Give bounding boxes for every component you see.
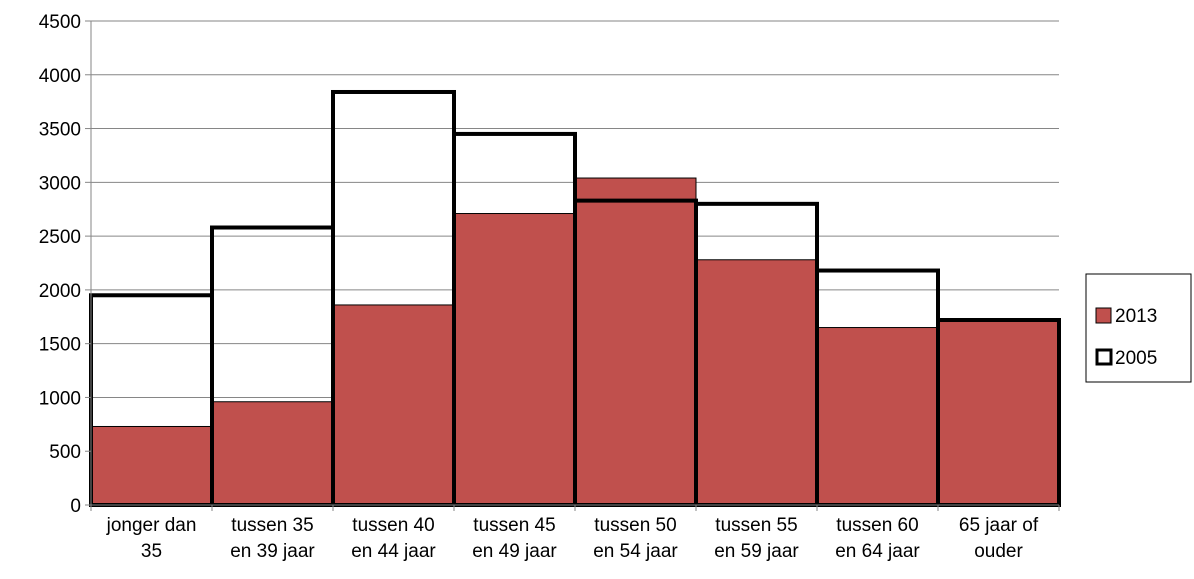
- x-tick-label-2-line-0: tussen 40: [352, 515, 434, 536]
- bar-2013-0: [90, 425, 213, 506]
- legend-label-2005: 2005: [1115, 348, 1157, 369]
- legend: 2013 2005: [1085, 273, 1192, 383]
- axes: [85, 20, 1060, 511]
- legend-swatch-2013: [1095, 307, 1112, 324]
- x-tick-label-5-line-1: en 59 jaar: [714, 541, 799, 562]
- bar-2013-1: [211, 401, 334, 506]
- x-tick-label-2: tussen 40 en 44 jaar: [351, 515, 436, 562]
- bar-2013-4: [574, 177, 697, 506]
- y-tick-label-3000: 3000: [39, 173, 81, 194]
- y-tick-label-0: 0: [70, 496, 81, 517]
- x-tick-label-5-line-0: tussen 55: [715, 515, 797, 536]
- x-tick-label-3-line-0: tussen 45: [473, 515, 555, 536]
- x-tick-label-4-line-1: en 54 jaar: [593, 541, 678, 562]
- x-tick-label-0-line-0: jonger dan: [106, 515, 197, 536]
- y-tick-label-4500: 4500: [39, 12, 81, 33]
- x-tick-label-6-line-1: en 64 jaar: [835, 541, 920, 562]
- x-tick-label-4: tussen 50 en 54 jaar: [593, 515, 678, 562]
- x-tick-label-1-line-0: tussen 35: [231, 515, 313, 536]
- x-tick-label-6: tussen 60 en 64 jaar: [835, 515, 920, 562]
- x-tick-label-1-line-1: en 39 jaar: [230, 541, 315, 562]
- x-tick-label-0: jonger dan 35: [106, 515, 197, 562]
- bar-2013-5: [695, 259, 818, 506]
- x-tick-label-0-line-1: 35: [141, 541, 162, 562]
- y-tick-label-3500: 3500: [39, 120, 81, 141]
- y-tick-label-2500: 2500: [39, 227, 81, 248]
- bar-2013-7: [937, 319, 1060, 506]
- bar-2013-6: [816, 327, 939, 506]
- y-tick-label-1000: 1000: [39, 388, 81, 409]
- x-tick-label-6-line-0: tussen 60: [836, 515, 918, 536]
- legend-label-2013: 2013: [1115, 306, 1157, 327]
- x-tick-label-4-line-0: tussen 50: [594, 515, 676, 536]
- legend-swatch-2005: [1095, 348, 1113, 366]
- y-tick-label-1500: 1500: [39, 335, 81, 356]
- y-tick-label-2000: 2000: [39, 281, 81, 302]
- x-tick-label-2-line-1: en 44 jaar: [351, 541, 436, 562]
- y-tick-label-500: 500: [49, 442, 81, 463]
- x-tick-label-7-line-0: 65 jaar of: [959, 515, 1039, 536]
- series-2013-bars: [90, 177, 1060, 506]
- x-tick-label-7-line-1: ouder: [974, 541, 1023, 562]
- x-tick-label-3-line-1: en 49 jaar: [472, 541, 557, 562]
- x-axis-tick-labels: jonger dan 35 tussen 35 en 39 jaar tussen 40…: [106, 515, 1039, 562]
- bar-2013-3: [453, 213, 576, 506]
- x-tick-label-7: 65 jaar of ouder: [959, 515, 1039, 562]
- x-tick-label-3: tussen 45 en 49 jaar: [472, 515, 557, 562]
- x-tick-label-1: tussen 35 en 39 jaar: [230, 515, 315, 562]
- bar-2013-2: [332, 304, 455, 506]
- y-axis-tick-labels: 0 500 1000 1500 2000 2500 3000 3500 4000 4500: [39, 12, 81, 517]
- x-tick-label-5: tussen 55 en 59 jaar: [714, 515, 799, 562]
- y-tick-label-4000: 4000: [39, 66, 81, 87]
